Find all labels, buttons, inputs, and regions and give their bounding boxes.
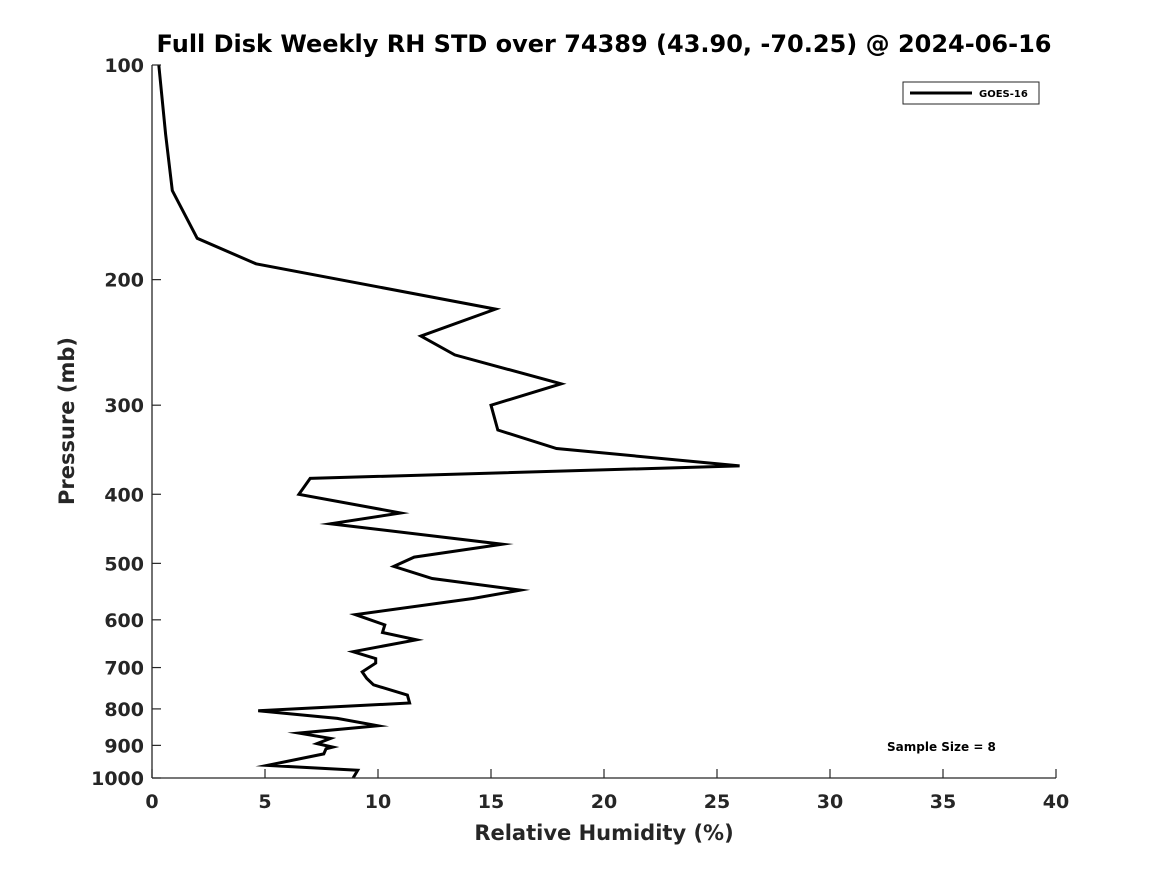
plot-area: [157, 64, 740, 779]
y-tick-label: 1000: [91, 768, 144, 790]
y-tick-label: 300: [104, 395, 144, 417]
x-tick-label: 20: [591, 791, 617, 813]
y-tick-label: 500: [104, 553, 144, 575]
x-tick-label: 0: [145, 791, 158, 813]
x-tick-label: 5: [258, 791, 271, 813]
series-line-goes-16: [157, 64, 740, 779]
x-tick-label: 10: [365, 791, 391, 813]
y-tick-label: 800: [104, 699, 144, 721]
x-tick-label: 40: [1043, 791, 1069, 813]
x-ticks: 0 5 10 15 20 25 30 35 40: [145, 769, 1069, 813]
x-axis-label: Relative Humidity (%): [474, 821, 733, 845]
y-tick-label: 700: [104, 658, 144, 680]
legend-label-goes-16: GOES-16: [979, 89, 1028, 100]
y-ticks: 100 200 300 400 500 600 700 800 900 1000: [91, 55, 161, 790]
x-tick-label: 35: [930, 791, 956, 813]
y-tick-label: 100: [104, 55, 144, 77]
y-tick-label: 900: [104, 735, 144, 757]
x-tick-label: 15: [478, 791, 504, 813]
y-tick-label: 400: [104, 484, 144, 506]
y-tick-label: 200: [104, 270, 144, 292]
axes: [151, 65, 1056, 779]
y-tick-label: 600: [104, 610, 144, 632]
sample-size-annotation: Sample Size = 8: [887, 740, 996, 754]
x-tick-label: 30: [817, 791, 843, 813]
y-axis-label: Pressure (mb): [55, 337, 79, 505]
legend: GOES-16: [902, 81, 1040, 105]
chart-title: Full Disk Weekly RH STD over 74389 (43.9…: [157, 30, 1052, 58]
x-tick-label: 25: [704, 791, 730, 813]
